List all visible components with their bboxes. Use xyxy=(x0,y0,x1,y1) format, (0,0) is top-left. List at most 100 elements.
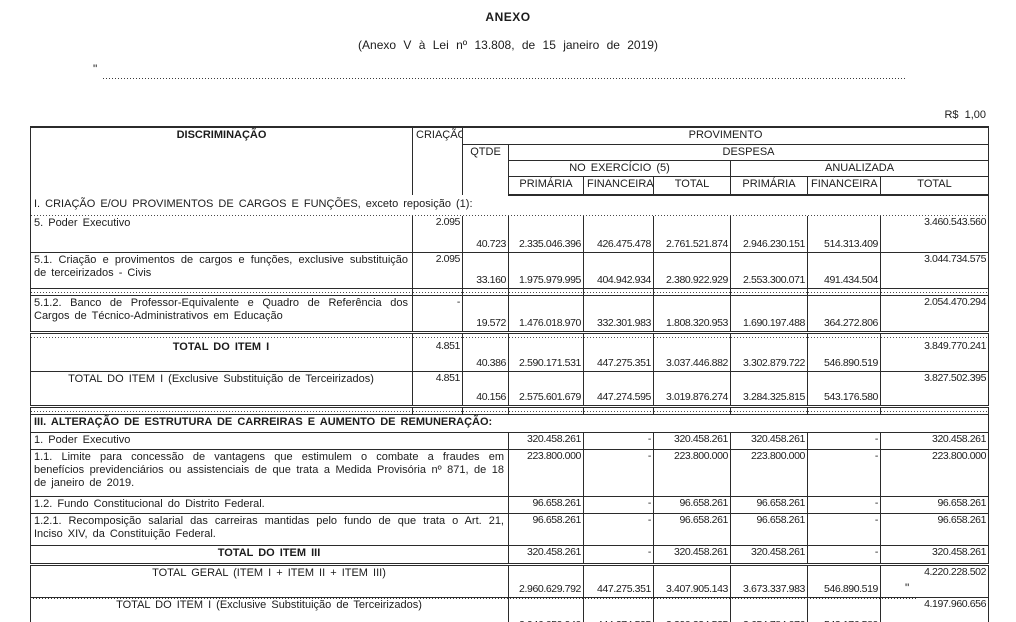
total-geral-row: TOTAL GERAL (ITEM I + ITEM II + ITEM III… xyxy=(30,564,989,598)
financeira-exercicio-cell: 447.275.351 xyxy=(583,564,654,598)
financeira-exercicio-cell: 404.942.934 xyxy=(583,252,654,289)
section-i-title: I. CRIAÇÃO E/OU PROVIMENTOS DE CARGOS E … xyxy=(30,195,989,216)
col-header-primaria-anualizada: PRIMÁRIA xyxy=(730,176,808,196)
total-exercicio-cell: 320.458.261 xyxy=(653,432,731,450)
total-item-i-exclusive-row: TOTAL DO ITEM I (Exclusive Substituição … xyxy=(30,371,989,408)
criacao-cell: 2.095 xyxy=(412,216,463,253)
total-anualizada-cell: 2.054.470.294 xyxy=(880,295,989,334)
top-dotted-rule xyxy=(103,77,905,79)
section-iii-title-row: III. ALTERAÇÃO DE ESTRUTURA DE CARREIRAS… xyxy=(30,414,989,433)
budget-table-container: DISCRIMINAÇÃO CRIAÇÃO PROVIMENTO QTDE DE… xyxy=(30,126,990,622)
total-anualizada-cell: 96.658.261 xyxy=(880,513,989,546)
total-exercicio-cell: 3.407.905.143 xyxy=(653,564,731,598)
header-row-2: QTDE DESPESA xyxy=(31,144,989,195)
total-item-iii-row: TOTAL DO ITEM III 320.458.261 - 320.458.… xyxy=(30,545,989,566)
financeira-exercicio-cell: - xyxy=(583,432,654,450)
financeira-anualizada-cell: - xyxy=(807,496,881,514)
col-header-provimento: PROVIMENTO xyxy=(462,127,989,145)
financeira-exercicio-cell: - xyxy=(583,545,654,566)
table-row: 1.2.1. Recomposição salarial das carreir… xyxy=(30,513,989,546)
financeira-exercicio-cell: 332.301.983 xyxy=(583,295,654,334)
col-header-total-exercicio: TOTAL xyxy=(653,176,731,196)
col-header-financeira-anualizada: FINANCEIRA xyxy=(807,176,881,196)
primaria-anualizada-cell: 3.654.784.076 xyxy=(730,597,808,622)
primaria-exercicio-cell: 1.476.018.970 xyxy=(508,295,584,334)
financeira-anualizada-cell: - xyxy=(807,513,881,546)
financeira-exercicio-cell: 444.274.595 xyxy=(583,597,654,622)
header-row-3: NO EXERCÍCIO (5) ANUALIZADA xyxy=(31,160,989,177)
col-header-criacao: CRIAÇÃO xyxy=(412,127,463,195)
financeira-exercicio-cell: 426.475.478 xyxy=(583,216,654,253)
primaria-anualizada-cell: 3.302.879.722 xyxy=(730,340,808,372)
total-exercicio-cell: 2.380.922.929 xyxy=(653,252,731,289)
total-anualizada-cell: 320.458.261 xyxy=(880,432,989,450)
col-header-anualizada: ANUALIZADA xyxy=(730,160,989,177)
row-label: TOTAL GERAL (ITEM I + ITEM II + ITEM III… xyxy=(30,564,509,598)
row-label: TOTAL DO ITEM I (Exclusive Substituição … xyxy=(30,371,413,408)
total-anualizada-cell: 3.044.734.575 xyxy=(880,252,989,289)
table-row: 5.1.2. Banco de Professor-Equivalente e … xyxy=(30,295,989,334)
dotted-separator-row xyxy=(30,332,989,340)
financeira-exercicio-cell: 447.274.595 xyxy=(583,371,654,408)
total-exercicio-cell: 96.658.261 xyxy=(653,513,731,546)
financeira-anualizada-cell: 546.890.519 xyxy=(807,564,881,598)
table-row: 1.1. Limite para concessão de vantagens … xyxy=(30,449,989,497)
financeira-exercicio-cell: 447.275.351 xyxy=(583,340,654,372)
total-anualizada-cell: 3.849.770.241 xyxy=(880,340,989,372)
col-header-financeira-exercicio: FINANCEIRA xyxy=(583,176,654,196)
total-exercicio-cell: 1.808.320.953 xyxy=(653,295,731,334)
total-exercicio-cell: 223.800.000 xyxy=(653,449,731,497)
total-exercicio-cell: 320.458.261 xyxy=(653,545,731,566)
currency-unit-label: R$ 1,00 xyxy=(944,109,986,121)
col-header-discriminacao: DISCRIMINAÇÃO xyxy=(30,127,413,195)
row-label: TOTAL DO ITEM I (Exclusive Substituição … xyxy=(30,597,509,622)
financeira-exercicio-cell: - xyxy=(583,513,654,546)
primaria-anualizada-cell: 2.553.300.071 xyxy=(730,252,808,289)
financeira-anualizada-cell: 514.313.409 xyxy=(807,216,881,253)
primaria-anualizada-cell: 223.800.000 xyxy=(730,449,808,497)
primaria-anualizada-cell: 320.458.261 xyxy=(730,545,808,566)
primaria-anualizada-cell: 96.658.261 xyxy=(730,496,808,514)
section-i-title-row: I. CRIAÇÃO E/OU PROVIMENTOS DE CARGOS E … xyxy=(30,195,989,216)
table-row: 5.1. Criação e provimentos de cargos e f… xyxy=(30,252,989,289)
primaria-exercicio-cell: 96.658.261 xyxy=(508,496,584,514)
total-item-i-exclusive-final-row: TOTAL DO ITEM I (Exclusive Substituição … xyxy=(30,597,989,622)
primaria-anualizada-cell: 1.690.197.488 xyxy=(730,295,808,334)
col-header-qtde: QTDE xyxy=(462,144,509,195)
qtde-cell: 40.156 xyxy=(462,371,509,408)
primaria-exercicio-cell: 2.590.171.531 xyxy=(508,340,584,372)
table-row: 1.2. Fundo Constitucional do Distrito Fe… xyxy=(30,496,989,514)
financeira-anualizada-cell: 491.434.504 xyxy=(807,252,881,289)
financeira-anualizada-cell: - xyxy=(807,449,881,497)
criacao-cell: 4.851 xyxy=(412,371,463,408)
financeira-anualizada-cell: - xyxy=(807,432,881,450)
page-title: ANEXO xyxy=(485,10,531,24)
opening-quote: " xyxy=(93,62,98,76)
primaria-anualizada-cell: 320.458.261 xyxy=(730,432,808,450)
col-header-no-exercicio: NO EXERCÍCIO (5) xyxy=(508,160,731,177)
col-header-primaria-exercicio: PRIMÁRIA xyxy=(508,176,584,196)
row-label: 1.2. Fundo Constitucional do Distrito Fe… xyxy=(30,496,509,514)
total-exercicio-cell: 96.658.261 xyxy=(653,496,731,514)
total-exercicio-cell: 2.761.521.874 xyxy=(653,216,731,253)
primaria-exercicio-cell: 320.458.261 xyxy=(508,545,584,566)
qtde-cell: 40.386 xyxy=(462,340,509,372)
total-exercicio-cell: 3.390.334.535 xyxy=(653,597,731,622)
primaria-anualizada-cell: 3.673.337.983 xyxy=(730,564,808,598)
row-label: 1.1. Limite para concessão de vantagens … xyxy=(30,449,509,497)
total-anualizada-cell: 3.460.543.560 xyxy=(880,216,989,253)
row-label: 5.1. Criação e provimentos de cargos e f… xyxy=(30,252,413,289)
financeira-exercicio-cell: - xyxy=(583,449,654,497)
total-anualizada-cell: 320.458.261 xyxy=(880,545,989,566)
table-row: 5. Poder Executivo 2.095 40.723 2.335.04… xyxy=(30,216,989,253)
qtde-cell: 19.572 xyxy=(462,295,509,334)
row-label: TOTAL DO ITEM III xyxy=(30,545,509,566)
financeira-exercicio-cell: - xyxy=(583,496,654,514)
qtde-cell: 33.160 xyxy=(462,252,509,289)
closing-quote: " xyxy=(905,581,910,595)
criacao-cell: 2.095 xyxy=(412,252,463,289)
total-exercicio-cell: 3.037.446.882 xyxy=(653,340,731,372)
total-anualizada-cell: 3.827.502.395 xyxy=(880,371,989,408)
total-anualizada-cell: 4.197.960.656 xyxy=(924,598,987,610)
